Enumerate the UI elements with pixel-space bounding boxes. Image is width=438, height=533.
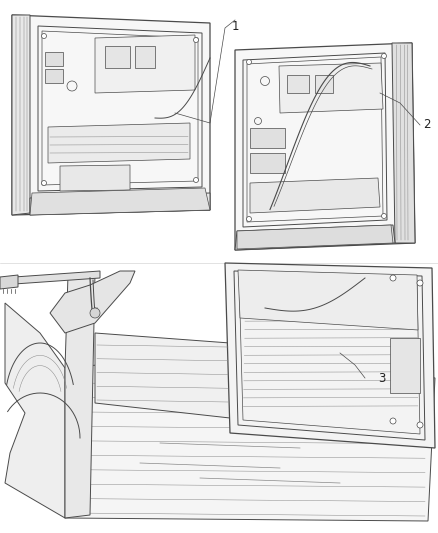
Text: 1: 1 [231, 20, 239, 33]
Polygon shape [65, 273, 95, 518]
Polygon shape [95, 333, 230, 418]
Circle shape [390, 418, 396, 424]
Polygon shape [65, 348, 435, 521]
Polygon shape [235, 43, 415, 250]
Polygon shape [238, 270, 418, 330]
Circle shape [381, 53, 386, 59]
Circle shape [390, 275, 396, 281]
Text: 3: 3 [378, 372, 386, 384]
Polygon shape [0, 275, 18, 289]
Polygon shape [250, 178, 380, 213]
Circle shape [247, 60, 251, 64]
Polygon shape [5, 303, 65, 518]
Circle shape [194, 177, 198, 182]
Circle shape [381, 214, 386, 219]
FancyBboxPatch shape [135, 46, 155, 68]
Polygon shape [30, 193, 210, 215]
Circle shape [90, 308, 100, 318]
Polygon shape [60, 165, 130, 191]
Polygon shape [12, 15, 30, 215]
FancyBboxPatch shape [250, 153, 285, 173]
Polygon shape [237, 225, 393, 249]
Circle shape [417, 422, 423, 428]
Circle shape [194, 37, 198, 43]
Polygon shape [279, 63, 383, 113]
Polygon shape [0, 271, 100, 285]
Polygon shape [50, 271, 135, 333]
Polygon shape [30, 188, 210, 215]
Polygon shape [12, 15, 210, 215]
FancyBboxPatch shape [287, 75, 309, 93]
FancyBboxPatch shape [250, 128, 285, 148]
FancyBboxPatch shape [315, 75, 333, 93]
Polygon shape [392, 43, 415, 243]
FancyBboxPatch shape [45, 52, 63, 66]
Circle shape [247, 216, 251, 222]
Polygon shape [48, 123, 190, 163]
FancyBboxPatch shape [45, 69, 63, 83]
FancyBboxPatch shape [105, 46, 130, 68]
Circle shape [42, 34, 46, 38]
Text: 2: 2 [423, 118, 431, 132]
Circle shape [417, 280, 423, 286]
Polygon shape [235, 225, 395, 250]
FancyBboxPatch shape [390, 338, 420, 393]
Polygon shape [225, 263, 435, 448]
Polygon shape [95, 35, 195, 93]
Circle shape [42, 181, 46, 185]
